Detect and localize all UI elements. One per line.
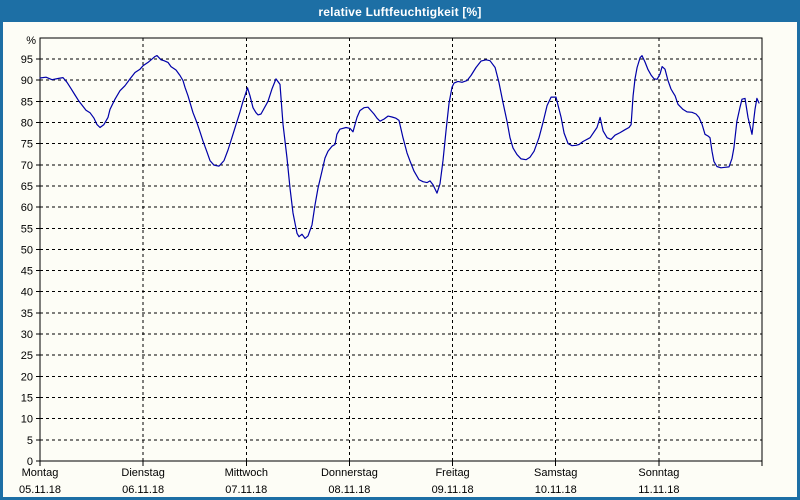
y-tick-label: 45 <box>21 266 33 278</box>
y-tick-label: 35 <box>21 308 33 320</box>
y-tick-label: 90 <box>21 75 33 87</box>
y-tick-label: 40 <box>21 287 33 299</box>
y-tick-label: 75 <box>21 139 33 151</box>
x-day-label: Mittwoch <box>225 467 268 479</box>
y-tick-label: 70 <box>21 160 33 172</box>
window-titlebar: relative Luftfeuchtigkeit [%] <box>3 3 797 22</box>
x-day-label: Freitag <box>435 467 469 479</box>
y-tick-label: 65 <box>21 181 33 193</box>
x-day-label: Sonntag <box>638 467 679 479</box>
y-tick-label: 25 <box>21 350 33 362</box>
x-day-label: Samstag <box>534 467 577 479</box>
x-date-label: 06.11.18 <box>122 484 164 496</box>
humidity-series-line <box>39 54 760 239</box>
y-tick-label: 20 <box>21 371 33 383</box>
x-date-label: 09.11.18 <box>432 484 474 496</box>
y-tick-label: 55 <box>21 223 33 235</box>
y-axis-unit-label: % <box>26 35 36 47</box>
y-tick-label: 15 <box>21 393 33 405</box>
x-day-label: Dienstag <box>121 467 164 479</box>
x-date-label: 05.11.18 <box>19 484 61 496</box>
y-tick-label: 10 <box>21 414 33 426</box>
y-tick-label: 60 <box>21 202 33 214</box>
y-tick-label: 0 <box>27 456 33 468</box>
window-title: relative Luftfeuchtigkeit [%] <box>318 5 482 19</box>
y-tick-label: 95 <box>21 54 33 66</box>
y-tick-label: 5 <box>27 435 33 447</box>
y-tick-label: 50 <box>21 244 33 256</box>
x-date-label: 08.11.18 <box>328 484 370 496</box>
chart-area: 0 5 10 15 20 25 30 35 40 45 50 55 60 65 70 75 80 85 90 95% M… <box>3 22 797 497</box>
x-date-label: 10.11.18 <box>535 484 577 496</box>
humidity-line-chart: 0 5 10 15 20 25 30 35 40 45 50 55 60 65 70 75 80 85 90 95% M… <box>19 35 763 496</box>
x-date-label: 07.11.18 <box>225 484 267 496</box>
y-tick-label: 85 <box>21 96 33 108</box>
x-date-label: 11.11.18 <box>638 484 679 496</box>
x-day-label: Donnerstag <box>321 467 378 479</box>
x-day-label: Montag <box>22 467 59 479</box>
y-tick-label: 80 <box>21 117 33 129</box>
y-tick-label: 30 <box>21 329 33 341</box>
